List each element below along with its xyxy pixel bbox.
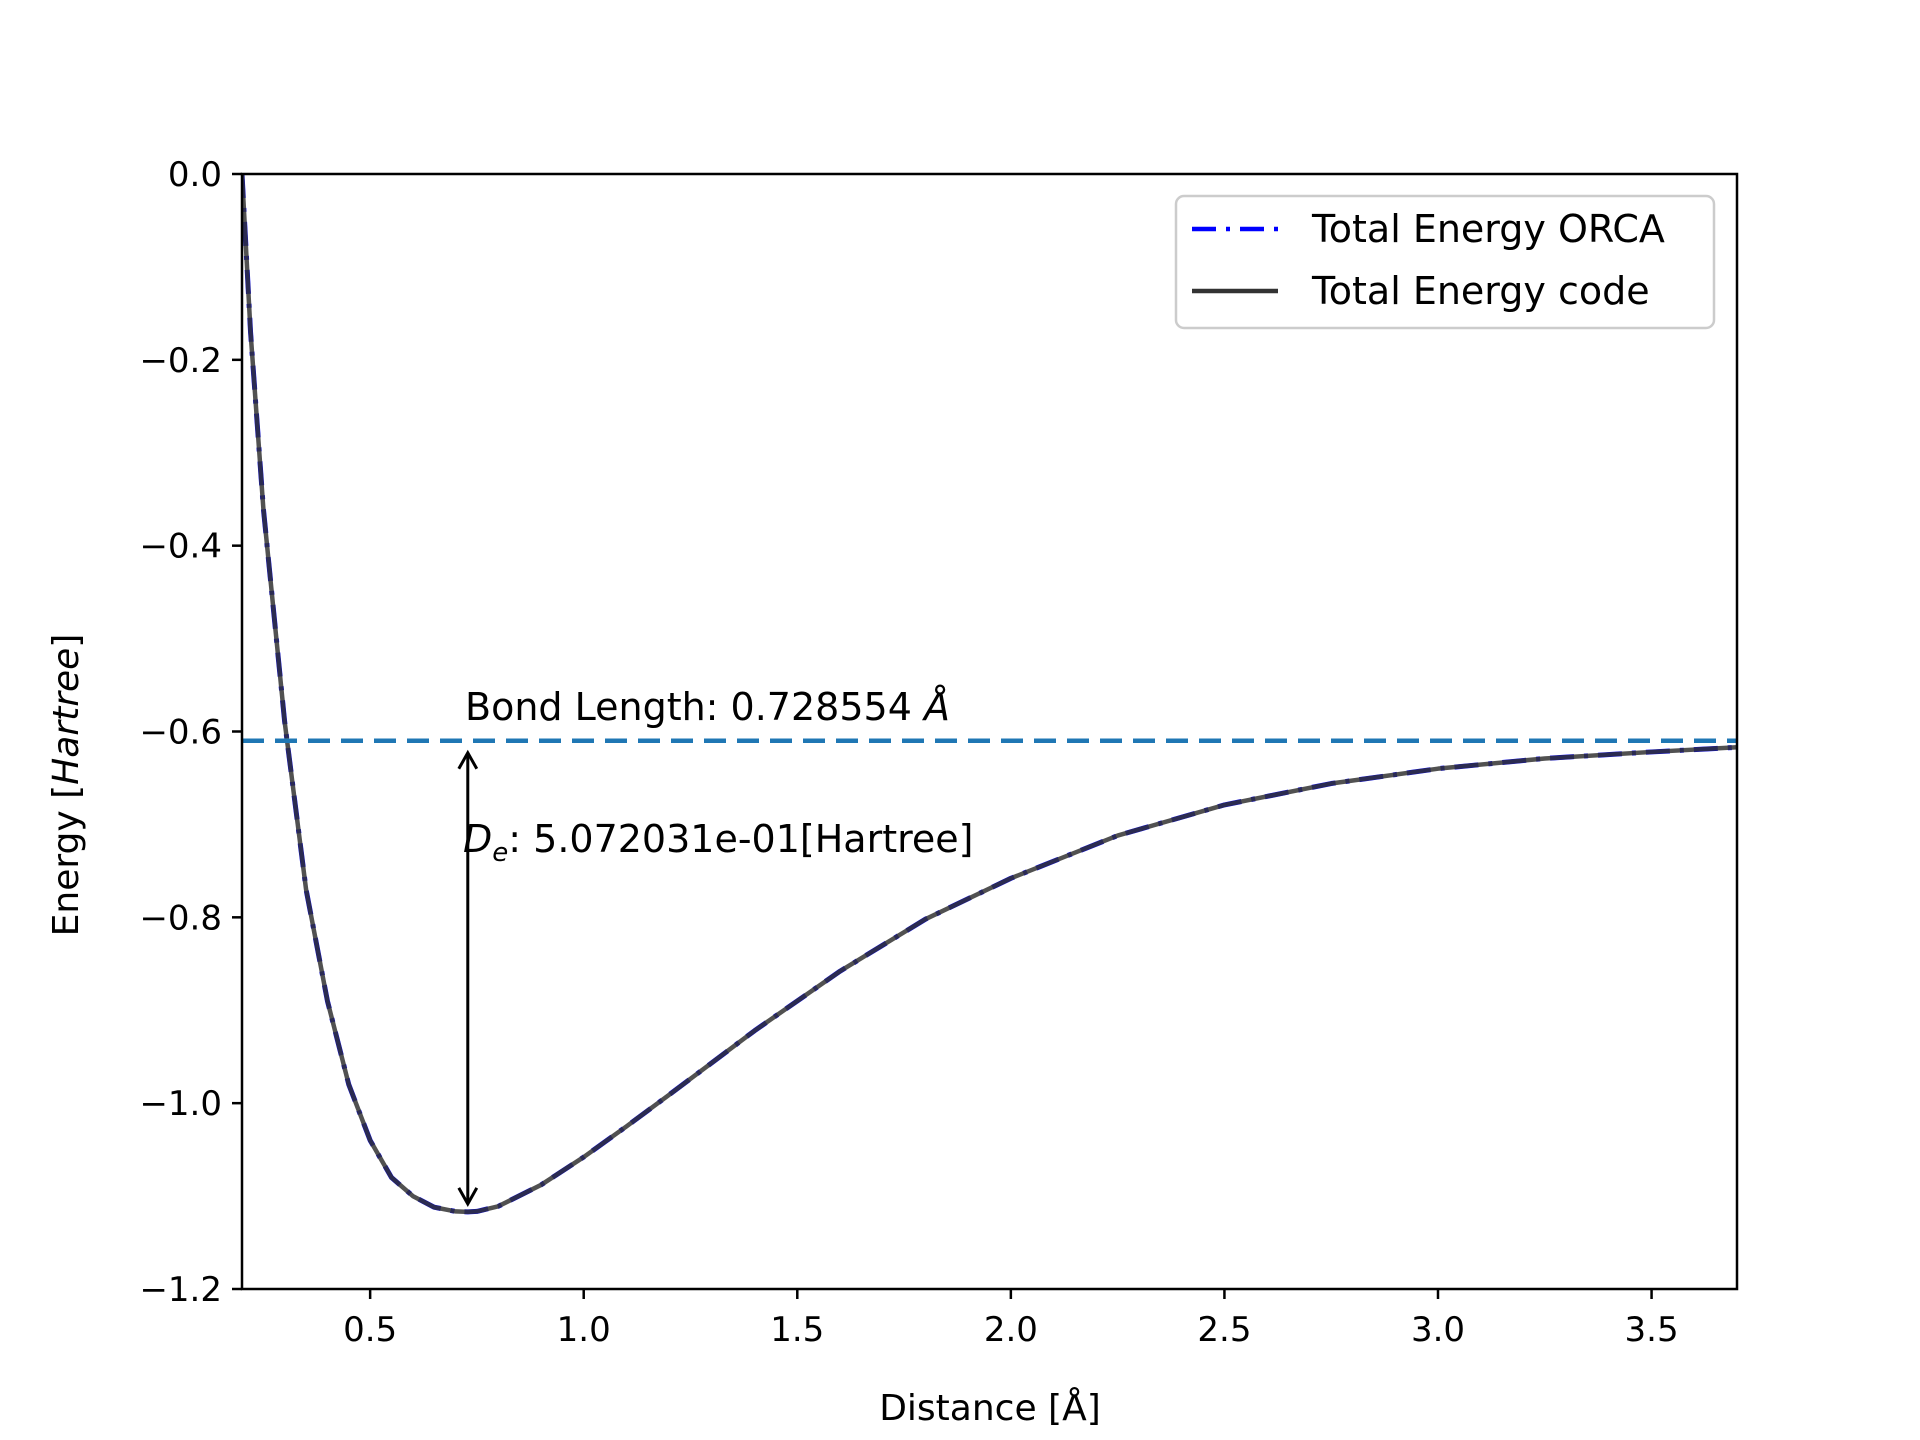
x-tick-label: 3.5 [1625, 1310, 1679, 1350]
de-annotation: De: 5.072031e-01[Hartree] [463, 817, 974, 868]
x-axis-label: Distance [Å] [879, 1386, 1101, 1429]
x-tick-label: 0.5 [343, 1310, 397, 1350]
y-tick-label: −0.6 [139, 713, 222, 753]
y-axis-label: Energy [Hartree] [46, 634, 87, 937]
x-tick-label: 1.0 [557, 1310, 611, 1350]
x-axis-ticks: 0.5 1.0 1.5 2.0 2.5 3.0 3.5 [343, 1289, 1679, 1350]
y-axis-label-prefix: Energy [ [46, 785, 87, 937]
de-value-text: : 5.072031e-01[Hartree] [508, 817, 973, 861]
series-line-code [242, 174, 1737, 1215]
y-axis-label-suffix: ] [46, 634, 87, 648]
legend-frame [1174, 194, 1716, 330]
plot-area [240, 172, 1739, 1291]
de-subscript: e [492, 838, 508, 868]
y-tick-label: −1.2 [139, 1270, 222, 1310]
bond-length-annotation: Bond Length: 0.728554 Å [465, 685, 950, 729]
legend-label-code: Total Energy code [1311, 269, 1650, 313]
bond-length-text: Bond Length: 0.728554 [465, 685, 924, 729]
dissociation-energy-arrow [457, 749, 479, 1207]
y-axis-ticks: 0.0 −0.2 −0.4 −0.6 −0.8 −1.0 −1.2 [139, 155, 242, 1310]
arrow-head-bottom [457, 1187, 479, 1207]
legend-label-orca: Total Energy ORCA [1311, 207, 1665, 251]
bond-length-unit: Å [921, 685, 950, 729]
x-tick-label: 3.0 [1411, 1310, 1465, 1350]
de-symbol: D [463, 817, 492, 861]
y-tick-label: −1.0 [139, 1084, 222, 1124]
y-axis-label-unit: Hartree [46, 648, 87, 785]
y-tick-label: 0.0 [168, 155, 222, 195]
x-tick-label: 2.0 [984, 1310, 1038, 1350]
x-tick-label: 1.5 [770, 1310, 824, 1350]
y-tick-label: −0.2 [139, 341, 222, 381]
y-tick-label: −0.8 [139, 898, 222, 938]
legend: Total Energy ORCA Total Energy code [1174, 194, 1716, 330]
x-tick-label: 2.5 [1197, 1310, 1251, 1350]
y-tick-label: −0.4 [139, 527, 222, 567]
series-group [242, 174, 1737, 1215]
arrow-head-top [457, 749, 479, 770]
